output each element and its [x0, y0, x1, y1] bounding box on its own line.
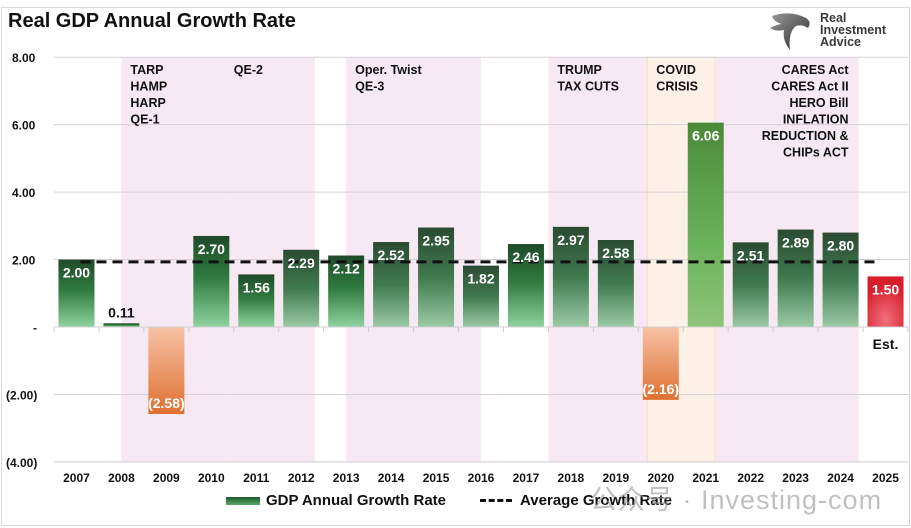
y-tick-label: 2.00 [12, 254, 36, 268]
logo-line: Advice [820, 35, 861, 49]
bar-2017 [507, 244, 544, 327]
watermark: 公众号 · Investing-com [590, 485, 883, 515]
data-label: 2.12 [333, 261, 360, 277]
data-label: 2.89 [782, 235, 809, 251]
data-label: 2.00 [63, 265, 90, 281]
logo-text: Real Investment Advice [820, 11, 886, 49]
annotation-label: REDUCTION & [762, 129, 849, 143]
x-tick-label: 2010 [198, 471, 225, 485]
bar-2023 [777, 229, 814, 327]
data-label: (2.58) [148, 395, 185, 411]
annotation-label: INFLATION [783, 113, 849, 127]
annotation-label: CHIPs ACT [783, 146, 849, 160]
bar-2013 [328, 255, 365, 327]
annotation-label: TAX CUTS [557, 80, 619, 94]
data-label: 1.56 [243, 279, 270, 295]
bar-2020 [642, 327, 679, 400]
bar-2008 [103, 323, 140, 327]
annotation-label: HARP [130, 96, 165, 110]
annotation-label: QE-2 [234, 63, 263, 77]
legend-swatch-average [480, 499, 513, 502]
data-label: 2.95 [422, 233, 449, 249]
x-tick-label: 2012 [288, 471, 315, 485]
data-label: 0.11 [108, 304, 135, 320]
data-label: 2.51 [737, 247, 764, 263]
legend-label-gdp: GDP Annual Growth Rate [266, 492, 447, 509]
data-label: 2.97 [557, 232, 584, 248]
y-tick-label: 6.00 [12, 119, 36, 133]
x-tick-label: 2013 [333, 471, 360, 485]
data-label: 2.29 [288, 255, 315, 271]
annotation-label: CARES Act II [771, 80, 848, 94]
estimate-label: Est. [873, 336, 899, 352]
data-label: 1.50 [872, 281, 899, 297]
x-tick-label: 2015 [423, 471, 450, 485]
x-tick-label: 2008 [108, 471, 135, 485]
annotation-label: QE-3 [355, 80, 384, 94]
annotation-label: CARES Act [782, 63, 850, 77]
x-tick-label: 2023 [782, 471, 809, 485]
logo-line: Investment [820, 23, 886, 37]
y-tick-label: 8.00 [12, 51, 36, 65]
data-label: 6.06 [692, 128, 719, 144]
x-tick-label: 2024 [827, 471, 854, 485]
bar-2011 [238, 274, 275, 327]
x-tick-label: 2020 [647, 471, 674, 485]
x-tick-label: 2016 [468, 471, 495, 485]
x-tick-label: 2025 [872, 471, 899, 485]
logo-line: Real [820, 11, 847, 25]
bar-2009 [148, 327, 185, 414]
chart-frame [1, 7, 910, 526]
x-tick-label: 2021 [692, 471, 719, 485]
data-label: 2.80 [827, 238, 854, 254]
annotation-label: CRISIS [656, 80, 698, 94]
data-label: 2.46 [512, 249, 539, 265]
x-tick-label: 2014 [378, 471, 405, 485]
annotation-label: HAMP [130, 80, 167, 94]
x-tick-label: 2018 [558, 471, 585, 485]
bar-2022 [732, 242, 769, 327]
x-tick-label: 2019 [602, 471, 629, 485]
y-tick-label: (2.00) [6, 388, 37, 402]
x-tick-label: 2017 [513, 471, 540, 485]
bar-2021 [687, 122, 724, 327]
y-tick-label: - [33, 321, 37, 335]
annotation-label: TRUMP [557, 63, 601, 77]
bar-2015 [418, 227, 455, 327]
y-tick-label: 4.00 [12, 186, 36, 200]
x-tick-label: 2009 [153, 471, 180, 485]
eagle-logo-icon [770, 13, 810, 50]
bar-2014 [373, 242, 410, 327]
data-label: 2.52 [377, 247, 404, 263]
data-label: 2.70 [198, 241, 225, 257]
legend-label-average: Average Growth Rate [520, 492, 673, 509]
data-label: 2.58 [602, 245, 629, 261]
annotation-label: TARP [130, 63, 163, 77]
chart-title: Real GDP Annual Growth Rate [8, 10, 296, 32]
bar-2007 [58, 259, 95, 327]
data-label: (2.16) [643, 381, 680, 397]
bar-2019 [597, 240, 634, 327]
annotation-label: QE-1 [130, 113, 159, 127]
annotation-label: HERO Bill [790, 96, 849, 110]
legend-swatch-gdp [226, 496, 260, 505]
bar-2016 [463, 265, 499, 327]
legend: GDP Annual Growth Rate Average Growth Ra… [226, 492, 672, 509]
bar-2010 [193, 235, 230, 327]
y-tick-label: (4.00) [6, 456, 37, 470]
x-tick-label: 2022 [737, 471, 764, 485]
data-label: 1.82 [467, 271, 494, 287]
bar-2025 [867, 276, 904, 327]
bar-2024 [822, 232, 859, 327]
x-tick-label: 2011 [243, 471, 269, 485]
annotation-label: COVID [656, 63, 696, 77]
x-tick-label: 2007 [63, 471, 90, 485]
annotation-label: Oper. Twist [355, 63, 422, 77]
bar-2018 [552, 226, 589, 327]
